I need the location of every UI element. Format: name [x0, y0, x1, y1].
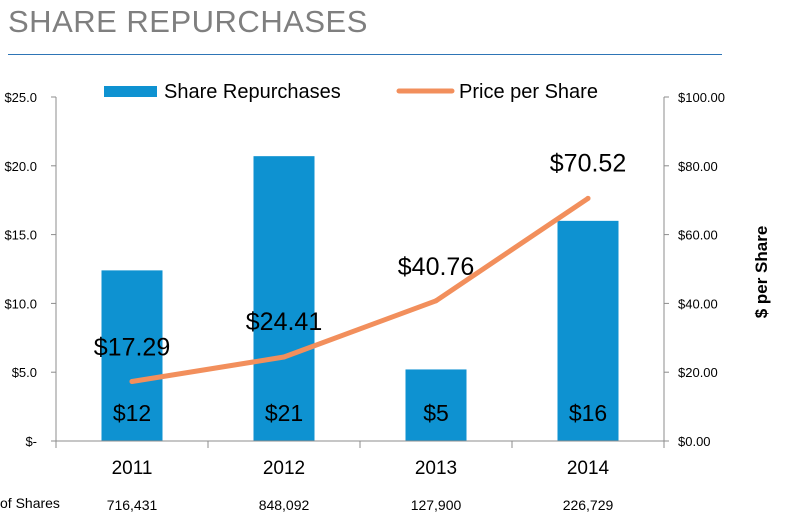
- legend-label-price-per-share: Price per Share: [459, 81, 598, 103]
- left-axis-tick-label: $25.0: [4, 90, 37, 105]
- right-axis-tick-label: $40.00: [678, 296, 718, 311]
- price-point-2013: [433, 298, 439, 304]
- bar-2012: [253, 156, 315, 441]
- legend-label-share-repurchases: Share Repurchases: [164, 81, 341, 103]
- bar-2014: [557, 220, 619, 441]
- bar-data-label: $21: [265, 400, 303, 426]
- right-axis-tick-label: $60.00: [678, 228, 718, 243]
- title-divider: [8, 54, 722, 55]
- shares-row-value: 848,092: [259, 497, 310, 513]
- right-axis-tick-label: $100.00: [678, 90, 725, 105]
- left-axis-tick-label: $10.0: [4, 296, 37, 311]
- legend-swatch-share-repurchases: [104, 86, 157, 97]
- x-axis-tick-label: 2011: [112, 458, 153, 479]
- shares-row-value: 716,431: [107, 497, 158, 513]
- page-title: SHARE REPURCHASES: [8, 4, 368, 39]
- shares-row-value: 127,900: [411, 497, 462, 513]
- x-axis-tick-label: 2012: [263, 458, 305, 479]
- bar-data-label: $12: [113, 400, 151, 426]
- left-axis-tick-label: $15.0: [4, 228, 37, 243]
- price-point-2014: [585, 195, 591, 201]
- right-axis-tick-label: $80.00: [678, 159, 718, 174]
- left-axis-tick-label: $20.0: [4, 159, 37, 174]
- x-axis-tick-label: 2013: [415, 458, 457, 479]
- line-data-label: $17.29: [94, 334, 170, 362]
- left-axis-tick-label: $5.0: [12, 365, 37, 380]
- right-axis-tick-label: $0.00: [678, 434, 711, 449]
- price-per-share-line: [129, 195, 591, 385]
- price-point-2012: [281, 354, 287, 360]
- right-axis-tick-label: $20.00: [678, 365, 718, 380]
- price-point-2011: [129, 379, 135, 385]
- bar-data-label: $5: [423, 400, 449, 426]
- bar-2013: [405, 369, 467, 441]
- bar-2011: [101, 270, 163, 441]
- line-data-label: $40.76: [398, 253, 474, 281]
- shares-row-value: 226,729: [563, 497, 614, 513]
- bar-data-label: $16: [569, 400, 607, 426]
- line-data-label: $24.41: [246, 308, 322, 336]
- x-axis-tick-label: 2014: [567, 458, 610, 479]
- right-axis-label: $ per Share: [752, 225, 771, 319]
- left-axis-tick-label: $-: [25, 434, 37, 449]
- line-data-label: $70.52: [550, 149, 626, 177]
- shares-row-label: of Shares: [0, 495, 60, 511]
